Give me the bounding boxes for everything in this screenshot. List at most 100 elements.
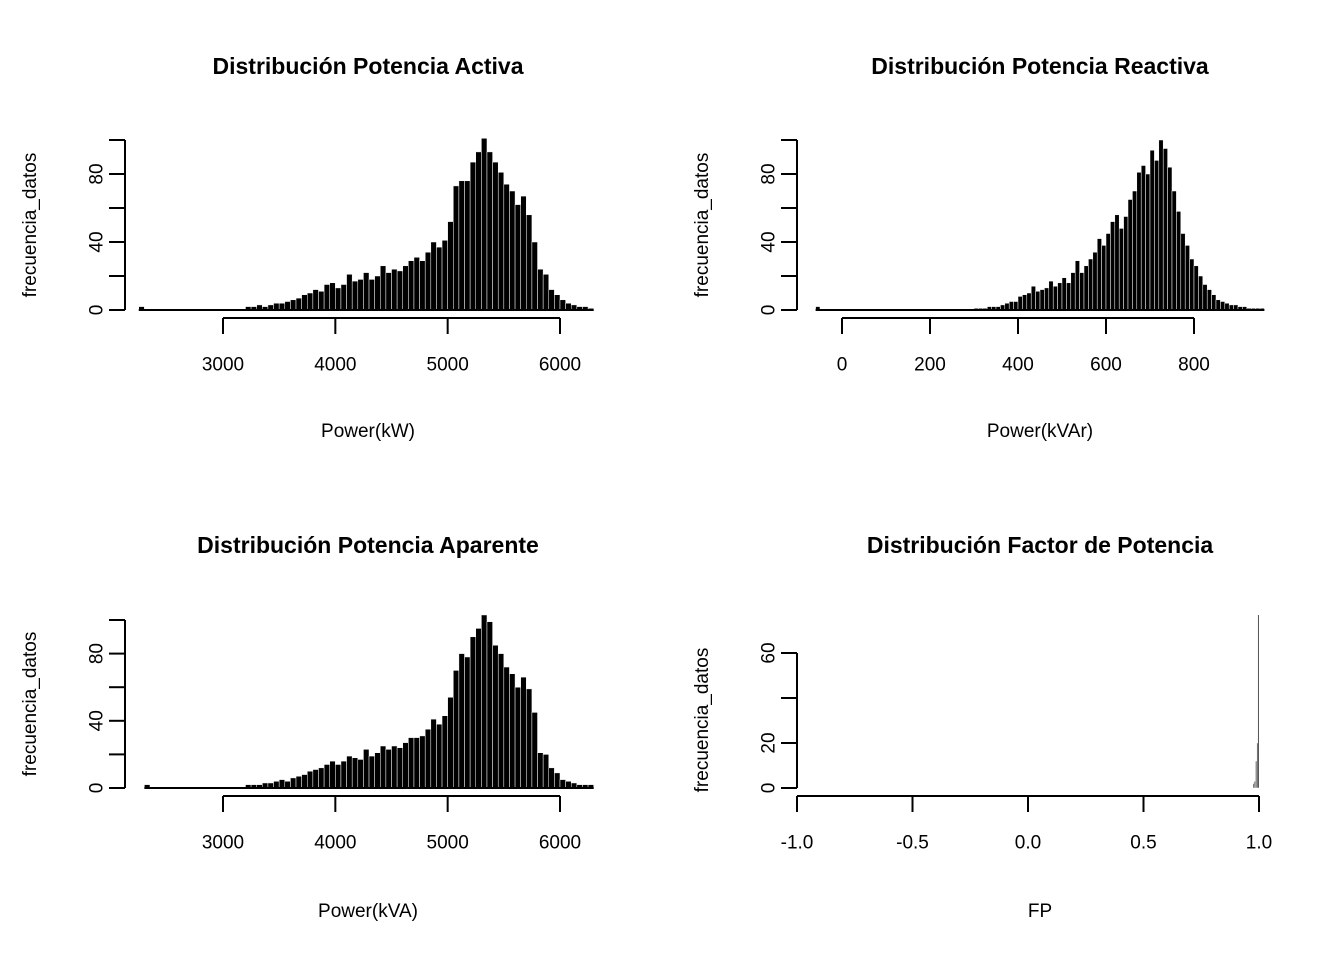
x-tick-label: 0.5 <box>1130 833 1156 854</box>
histogram-bar <box>565 302 572 311</box>
histogram-bar <box>458 653 465 789</box>
histogram-bar <box>1184 245 1190 311</box>
histogram-bar <box>436 723 443 789</box>
histogram-bar <box>1096 238 1102 311</box>
histogram-bars <box>138 138 594 311</box>
y-axis-label: frecuencia_datos <box>20 153 41 298</box>
histogram-bar <box>1118 228 1124 311</box>
x-axis: 3000 4000 5000 6000 <box>202 795 581 854</box>
histogram-bar <box>554 772 561 789</box>
x-axis-label: Power(kVAr) <box>987 421 1093 442</box>
y-tick-label: 40 <box>87 231 108 252</box>
histogram-bar <box>531 241 538 311</box>
histogram-bar <box>1198 275 1204 311</box>
histogram-bar <box>441 715 448 789</box>
histogram-bars <box>815 139 1265 311</box>
x-tick-label: 3000 <box>202 833 244 854</box>
histogram-bar <box>542 754 550 789</box>
y-tick-label: 0 <box>87 783 108 794</box>
histogram-bar <box>368 279 375 311</box>
histogram-bar <box>346 755 353 789</box>
histogram-bar <box>458 180 465 311</box>
histogram-bar <box>514 686 521 789</box>
histogram-bar <box>481 138 488 311</box>
x-axis: 0 200 400 600 800 <box>837 317 1210 376</box>
x-tick-label: 3000 <box>202 355 244 376</box>
y-tick-label: 0 <box>759 783 780 794</box>
histogram-bar <box>357 279 364 311</box>
histogram-bar <box>1048 280 1054 311</box>
histogram-bar <box>340 284 347 311</box>
histogram-bar <box>548 289 555 311</box>
histogram-bar <box>301 294 308 311</box>
histogram-bar <box>419 735 426 789</box>
histogram-bar <box>486 151 493 311</box>
histogram-bar <box>497 172 505 311</box>
histogram-bar <box>1039 289 1045 311</box>
histogram-bar <box>430 718 437 789</box>
histogram-bar <box>559 779 566 789</box>
histogram-bar <box>1167 166 1173 311</box>
histogram-bar <box>1092 251 1098 311</box>
histogram-bar <box>464 656 471 789</box>
y-tick-label: 0 <box>759 305 780 316</box>
x-tick-label: 6000 <box>539 833 581 854</box>
histogram-bar <box>537 752 544 789</box>
histogram-bar <box>284 301 291 311</box>
histogram-bar <box>380 265 387 311</box>
x-tick-label: 6000 <box>539 355 581 376</box>
histogram-potencia-aparente: Distribución Potencia Aparente Power(kVA… <box>20 532 594 922</box>
panel-potencia-reactiva: Distribución Potencia Reactiva Power(kVA… <box>672 0 1344 480</box>
histogram-bar <box>1149 149 1155 311</box>
histogram-bar <box>424 251 432 311</box>
histogram-bar <box>1171 190 1177 311</box>
histogram-bar <box>447 221 454 311</box>
y-axis-label: frecuencia_datos <box>692 648 713 793</box>
histogram-bar <box>1215 299 1221 311</box>
histogram-bar <box>273 302 280 311</box>
histogram-bar <box>531 712 538 789</box>
histogram-bar <box>1079 272 1085 311</box>
panel-potencia-aparente: Distribución Potencia Aparente Power(kVA… <box>0 480 672 960</box>
histogram-bar <box>492 644 499 789</box>
x-axis-label: Power(kW) <box>321 421 415 442</box>
histogram-bar <box>526 214 533 311</box>
panel-factor-de-potencia: Distribución Factor de Potencia FP frecu… <box>672 480 1344 960</box>
histogram-bar <box>492 161 499 311</box>
histogram-factor-de-potencia: Distribución Factor de Potencia FP frecu… <box>692 532 1272 922</box>
histogram-bar <box>1257 614 1260 789</box>
x-tick-label: 800 <box>1178 355 1210 376</box>
histogram-bar <box>469 161 476 311</box>
histogram-bar <box>1061 277 1067 311</box>
histogram-bar <box>306 292 314 311</box>
histogram-bar <box>1035 291 1041 311</box>
histogram-bar <box>1193 265 1199 311</box>
x-tick-label: 600 <box>1090 355 1122 376</box>
histogram-bar <box>1158 139 1164 311</box>
histogram-bar <box>1074 260 1080 311</box>
histogram-bar <box>1022 294 1028 311</box>
x-tick-label: 400 <box>1002 355 1034 376</box>
histogram-bar <box>1189 258 1195 311</box>
histogram-bar <box>1211 294 1217 311</box>
histogram-bar <box>1127 199 1133 311</box>
y-tick-label: 60 <box>759 642 780 663</box>
x-tick-label: -0.5 <box>896 833 929 854</box>
histogram-bar <box>340 760 347 789</box>
histogram-bar <box>503 666 510 789</box>
histogram-bar <box>1220 301 1226 311</box>
y-tick-label: 20 <box>759 732 780 753</box>
histogram-bar <box>1004 302 1010 311</box>
histogram-bar <box>430 241 437 311</box>
histogram-bar <box>509 190 516 311</box>
histogram-bar <box>548 767 555 789</box>
histogram-bar <box>1176 211 1182 311</box>
histogram-bar <box>554 294 561 311</box>
histogram-bar <box>318 291 325 311</box>
histogram-bar <box>295 297 302 311</box>
histogram-bar <box>385 749 392 789</box>
histogram-bar <box>363 272 370 311</box>
y-tick-label: 80 <box>87 163 108 184</box>
histogram-bar <box>329 282 336 311</box>
histogram-bar <box>1114 214 1120 311</box>
